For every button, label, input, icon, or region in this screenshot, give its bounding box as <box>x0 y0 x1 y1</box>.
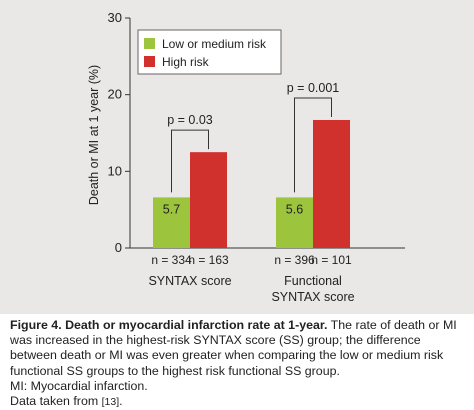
sample-size-label: n = 163 <box>188 253 229 267</box>
caption-source: Data taken from [13]. <box>10 394 468 410</box>
significance-bracket <box>294 97 332 193</box>
bar-value-label: 5.6 <box>286 202 303 216</box>
bar-chart: 0 10 20 30 Death or MI at 1 year (%) 5.7 n = … <box>87 10 405 304</box>
category-label: SYNTAX score <box>148 274 231 288</box>
y-axis-title: Death or MI at 1 year (%) <box>87 65 101 205</box>
category-label-line: SYNTAX score <box>271 290 354 304</box>
y-tick-label: 20 <box>108 87 122 102</box>
y-tick-label: 0 <box>115 240 122 255</box>
caption-title: Figure 4. Death or myocardial infarction… <box>10 318 328 332</box>
bar <box>190 152 227 248</box>
caption-source-ref: [13] <box>101 396 120 409</box>
sample-size-label: n = 334 <box>151 253 192 267</box>
p-value-label: p = 0.03 <box>167 113 213 127</box>
bar-value-label: 5.7 <box>163 202 180 216</box>
legend-swatch <box>144 38 155 49</box>
category-label-line: Functional <box>284 274 342 288</box>
category-label: Functional SYNTAX score <box>271 274 354 304</box>
significance-bracket <box>171 129 209 193</box>
caption-source-text: Data taken from <box>10 394 102 409</box>
legend-swatch <box>144 56 155 67</box>
category-label-line: SYNTAX score <box>148 274 231 288</box>
sample-size-label: n = 101 <box>311 253 352 267</box>
bar <box>313 119 350 248</box>
caption-paragraph: Figure 4. Death or myocardial infarction… <box>10 318 468 379</box>
bar <box>153 197 190 248</box>
caption-source-suffix: . <box>119 394 123 409</box>
legend-label: High risk <box>162 55 210 69</box>
y-tick-label: 30 <box>108 10 122 25</box>
legend-box <box>137 29 282 75</box>
bar <box>276 197 313 248</box>
figure-caption: Figure 4. Death or myocardial infarction… <box>10 318 468 410</box>
y-tick-label: 10 <box>108 163 122 178</box>
legend-label: Low or medium risk <box>162 37 267 51</box>
caption-abbreviation: MI: Myocardial infarction. <box>10 378 148 393</box>
caption-body: The rate of death or MI was increased in… <box>10 318 457 378</box>
p-value-label: p = 0.001 <box>287 81 340 95</box>
sample-size-label: n = 396 <box>274 253 315 267</box>
figure-panel: 0 10 20 30 Death or MI at 1 year (%) 5.7 n = … <box>0 0 474 314</box>
